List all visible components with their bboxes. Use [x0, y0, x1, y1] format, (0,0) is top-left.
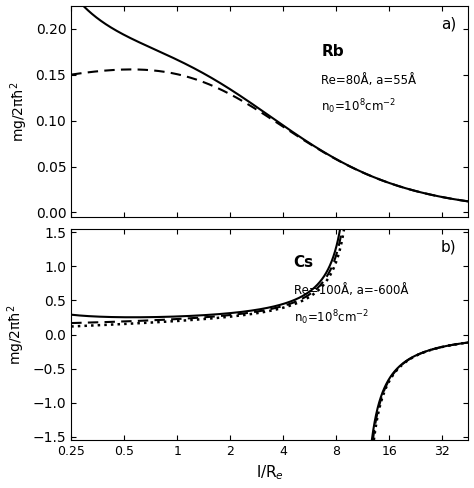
Text: b): b) [441, 240, 456, 254]
Text: Re=100Å, a=-600Å: Re=100Å, a=-600Å [294, 285, 408, 297]
Text: Cs: Cs [294, 255, 314, 270]
Text: Rb: Rb [321, 44, 344, 60]
X-axis label: l/R$_e$: l/R$_e$ [256, 464, 284, 483]
Text: n$_0$=10$^8$cm$^{-2}$: n$_0$=10$^8$cm$^{-2}$ [294, 308, 369, 326]
Text: a): a) [441, 16, 456, 31]
Text: Re=80Å, a=55Å: Re=80Å, a=55Å [321, 74, 417, 87]
Text: n$_0$=10$^8$cm$^{-2}$: n$_0$=10$^8$cm$^{-2}$ [321, 98, 396, 116]
Y-axis label: mg/2πħ$^2$: mg/2πħ$^2$ [9, 81, 30, 142]
Y-axis label: mg/2πħ$^2$: mg/2πħ$^2$ [6, 304, 27, 365]
